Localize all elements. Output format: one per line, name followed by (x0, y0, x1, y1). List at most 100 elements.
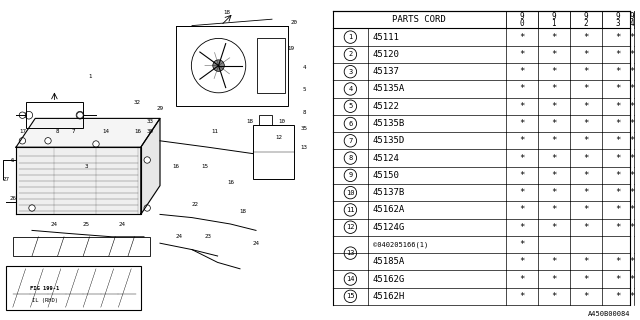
Text: *: * (519, 188, 524, 197)
Bar (6, 266, 141, 310)
Text: *: * (629, 275, 635, 284)
Polygon shape (16, 147, 141, 214)
Text: 32: 32 (134, 100, 141, 105)
Text: *: * (519, 136, 524, 145)
Text: 9: 9 (583, 12, 588, 20)
Bar (176, 26, 288, 106)
Text: 11: 11 (346, 207, 355, 213)
Polygon shape (141, 118, 160, 214)
Text: 33: 33 (147, 119, 154, 124)
Text: *: * (583, 257, 588, 266)
Text: PARTS CORD: PARTS CORD (392, 15, 446, 24)
Text: 1: 1 (348, 34, 353, 40)
Text: *: * (629, 171, 635, 180)
Text: IL (RHD): IL (RHD) (32, 298, 58, 303)
Circle shape (19, 112, 26, 118)
Text: *: * (583, 205, 588, 214)
Text: *: * (615, 136, 620, 145)
Text: *: * (519, 205, 524, 214)
Text: *: * (615, 33, 620, 42)
Text: 7: 7 (72, 129, 76, 134)
Circle shape (19, 138, 26, 144)
Text: 3: 3 (615, 19, 620, 28)
Text: 1: 1 (551, 19, 556, 28)
Text: *: * (551, 67, 556, 76)
Text: *: * (551, 50, 556, 59)
Text: *: * (583, 119, 588, 128)
Text: *: * (583, 154, 588, 163)
Text: *: * (629, 205, 635, 214)
Text: *: * (519, 84, 524, 93)
Text: *: * (629, 84, 635, 93)
Text: *: * (583, 188, 588, 197)
Text: *: * (629, 188, 635, 197)
Text: *: * (551, 119, 556, 128)
Text: *: * (583, 33, 588, 42)
Text: 3: 3 (348, 69, 353, 75)
Circle shape (29, 205, 35, 211)
Text: 1: 1 (88, 74, 92, 79)
Text: 45120: 45120 (372, 50, 399, 59)
Text: A450B00084: A450B00084 (588, 311, 630, 317)
Text: *: * (551, 154, 556, 163)
Text: 5: 5 (302, 87, 306, 92)
Text: 16: 16 (173, 164, 179, 169)
Text: *: * (519, 50, 524, 59)
Text: 24: 24 (118, 221, 125, 227)
Text: 19: 19 (288, 45, 294, 51)
Text: *: * (551, 84, 556, 93)
Text: 15: 15 (346, 293, 355, 299)
Text: *: * (629, 102, 635, 111)
Text: 30: 30 (147, 129, 154, 134)
Bar (13, 237, 150, 256)
Text: 14: 14 (102, 129, 109, 134)
Bar (259, 115, 272, 125)
Text: *: * (629, 136, 635, 145)
Text: 8: 8 (56, 129, 60, 134)
Text: 8: 8 (302, 109, 306, 115)
Text: 45122: 45122 (372, 102, 399, 111)
Bar (26, 102, 83, 128)
Text: *: * (551, 171, 556, 180)
Text: 27: 27 (3, 177, 10, 182)
Text: *: * (583, 292, 588, 301)
Text: *: * (551, 257, 556, 266)
Text: *: * (629, 67, 635, 76)
Text: 0: 0 (519, 19, 524, 28)
Text: 18: 18 (246, 119, 253, 124)
Text: 25: 25 (83, 221, 90, 227)
Text: *: * (583, 136, 588, 145)
Text: 10: 10 (278, 119, 285, 124)
Text: *: * (629, 119, 635, 128)
Text: *: * (551, 136, 556, 145)
Text: 24: 24 (176, 234, 182, 239)
Text: 11: 11 (211, 129, 218, 134)
Text: 9: 9 (348, 172, 353, 178)
Text: *: * (551, 223, 556, 232)
Text: *: * (519, 275, 524, 284)
Text: FIG 199-1: FIG 199-1 (30, 285, 60, 291)
Text: 16: 16 (134, 129, 141, 134)
Text: 23: 23 (205, 234, 211, 239)
Text: *: * (519, 67, 524, 76)
Text: *: * (519, 171, 524, 180)
Text: *: * (551, 205, 556, 214)
Polygon shape (16, 118, 160, 147)
Text: 4: 4 (348, 86, 353, 92)
Text: 45150: 45150 (372, 171, 399, 180)
Text: 45162H: 45162H (372, 292, 405, 301)
Circle shape (45, 138, 51, 144)
Text: 6: 6 (11, 157, 15, 163)
Text: *: * (551, 102, 556, 111)
Text: 4: 4 (302, 65, 306, 70)
Text: *: * (519, 102, 524, 111)
Text: *: * (629, 33, 635, 42)
Text: 22: 22 (192, 202, 198, 207)
Text: 9: 9 (519, 12, 524, 20)
Text: *: * (583, 50, 588, 59)
Text: 18: 18 (240, 209, 246, 214)
Text: *: * (615, 102, 620, 111)
Text: *: * (629, 50, 635, 59)
Text: *: * (583, 223, 588, 232)
Text: 20: 20 (291, 20, 298, 25)
